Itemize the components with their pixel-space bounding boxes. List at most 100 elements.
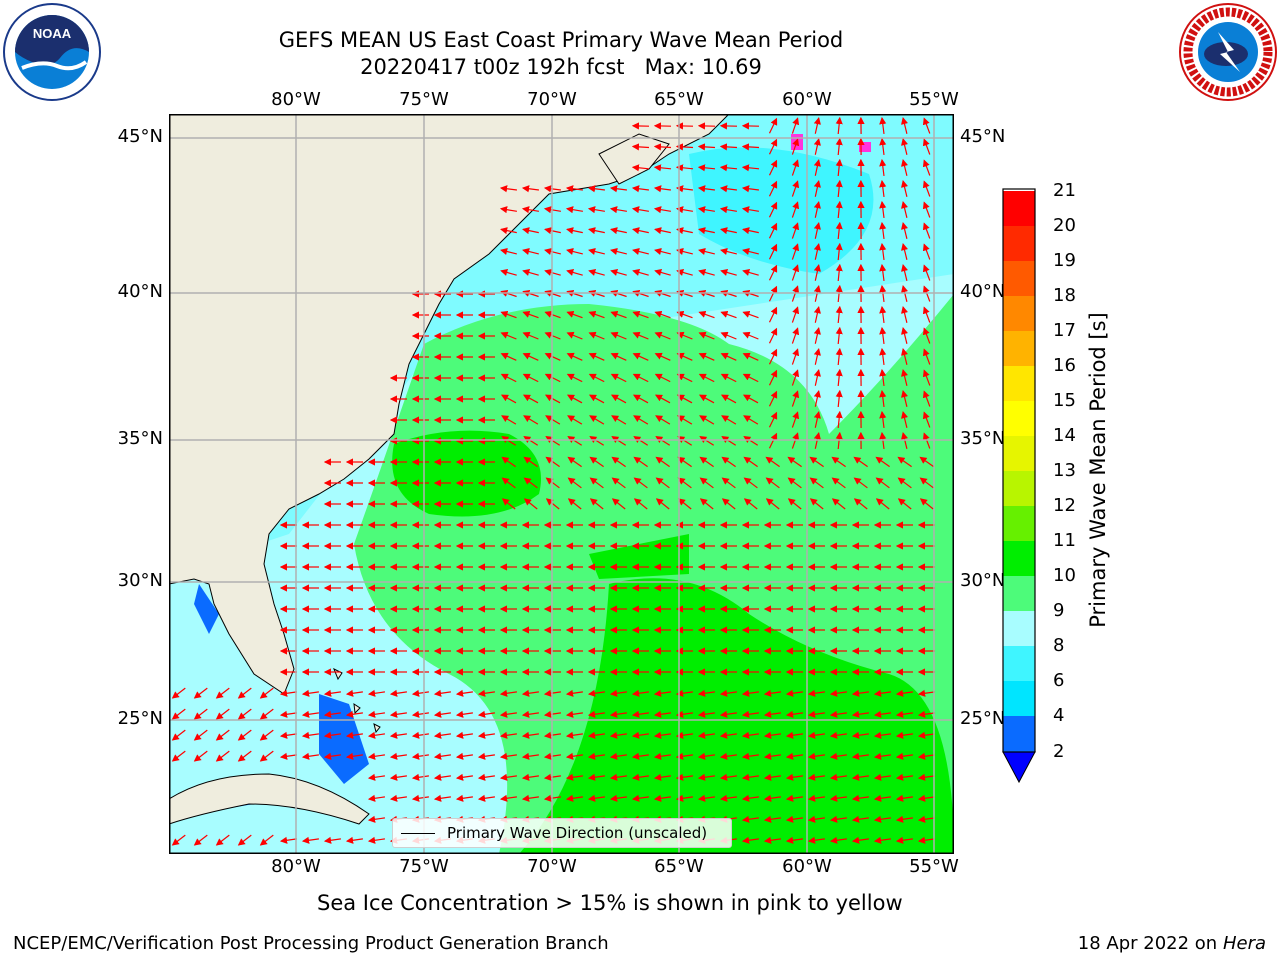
- colorbar-tick-label: 9: [1053, 600, 1065, 621]
- wave-arrow: [677, 415, 693, 425]
- wave-arrow: [588, 227, 605, 235]
- wave-arrow: [813, 243, 821, 260]
- wave-arrow: [522, 394, 539, 404]
- wave-arrow: [901, 411, 909, 428]
- wave-arrow: [477, 731, 495, 739]
- colorbar-segment: [1003, 471, 1035, 506]
- wave-arrow: [389, 794, 407, 802]
- wave-arrow: [835, 263, 843, 282]
- wave-arrow: [785, 752, 803, 760]
- wave-arrow: [499, 752, 517, 760]
- wave-arrow: [389, 773, 407, 781]
- colorbar-segment: [1003, 541, 1035, 576]
- wave-arrow: [879, 326, 887, 344]
- wave-arrow: [897, 456, 912, 468]
- colorbar-tick-label: 8: [1053, 635, 1065, 656]
- wave-arrow: [831, 498, 846, 510]
- wave-arrow: [433, 773, 451, 781]
- wave-arrow: [742, 394, 759, 404]
- wave-arrow: [499, 185, 517, 193]
- wave-arrow: [835, 116, 843, 135]
- wave-arrow: [785, 710, 803, 718]
- lon-label-bottom-70w: 70°W: [527, 856, 577, 877]
- wave-arrow: [411, 752, 429, 760]
- wave-arrow: [813, 327, 821, 344]
- wave-arrow: [813, 117, 821, 134]
- wave-arrow: [477, 689, 495, 697]
- wave-arrow: [791, 138, 800, 155]
- wave-arrow: [698, 394, 715, 404]
- wave-arrow: [587, 752, 605, 760]
- wave-arrow: [922, 222, 931, 239]
- colorbar-tick-label: 12: [1053, 495, 1076, 516]
- wave-arrow: [610, 227, 627, 235]
- colorbar-tick-label: 21: [1053, 180, 1076, 201]
- wave-arrow: [741, 794, 759, 802]
- wave-arrow: [193, 729, 208, 741]
- wave-arrow: [193, 834, 208, 846]
- wave-arrow: [697, 185, 715, 193]
- wave-arrow: [919, 477, 934, 489]
- wave-arrow: [523, 415, 539, 425]
- wave-arrow: [631, 731, 649, 739]
- wave-arrow: [566, 268, 583, 276]
- wave-arrow: [741, 815, 759, 823]
- wave-arrow: [501, 436, 517, 446]
- colorbar-segment: [1003, 611, 1035, 646]
- wave-arrow: [677, 498, 692, 510]
- wave-arrow: [523, 436, 539, 446]
- wave-arrow: [455, 794, 473, 802]
- wave-arrow: [631, 143, 650, 151]
- wave-arrow: [698, 310, 715, 319]
- colorbar-tick-label: 17: [1053, 320, 1076, 341]
- wave-arrow: [411, 773, 429, 781]
- wave-arrow: [259, 687, 274, 699]
- wave-arrow: [719, 185, 737, 193]
- lon-label-top-55w: 55°W: [909, 89, 959, 110]
- wave-arrow: [829, 689, 847, 697]
- wave-arrow: [851, 689, 869, 697]
- wave-arrow: [791, 306, 800, 323]
- legend-line-swatch: [401, 832, 435, 834]
- wave-arrow: [879, 158, 887, 176]
- colorbar-tick-label: 16: [1053, 355, 1076, 376]
- wave-arrow: [631, 164, 650, 172]
- wave-arrow: [345, 731, 363, 739]
- colorbar-segment: [1003, 261, 1035, 296]
- wave-arrow: [873, 710, 891, 718]
- wave-arrow: [742, 331, 759, 340]
- wave-arrow: [609, 185, 627, 193]
- wave-arrow: [879, 368, 887, 386]
- wave-arrow: [922, 117, 931, 134]
- wave-arrow: [813, 264, 821, 281]
- lat-label-left-40n: 40°N: [117, 281, 163, 302]
- wave-arrow: [565, 206, 583, 214]
- wave-arrow: [765, 456, 780, 468]
- wave-arrow: [676, 310, 693, 319]
- wave-arrow: [835, 305, 843, 324]
- wave-arrow: [831, 477, 846, 489]
- wave-arrow: [853, 498, 868, 510]
- wave-arrow: [653, 143, 672, 151]
- wave-arrow: [301, 752, 319, 760]
- wave-arrow: [791, 327, 800, 344]
- wave-arrow: [813, 201, 821, 218]
- wave-arrow: [565, 752, 583, 760]
- wave-arrow: [609, 710, 627, 718]
- wave-arrow: [875, 456, 890, 468]
- wave-arrow: [523, 498, 538, 510]
- wave-arrow: [807, 773, 825, 781]
- wave-arrow: [901, 138, 909, 155]
- wave-arrow: [922, 201, 931, 218]
- wave-arrow: [813, 369, 821, 386]
- wave-arrow: [521, 206, 539, 214]
- wave-arrow: [677, 477, 692, 489]
- wave-arrow: [875, 498, 890, 510]
- wave-arrow: [879, 410, 887, 428]
- ocean-6-8s-north: [689, 147, 874, 274]
- wave-arrow: [787, 456, 802, 468]
- wave-arrow: [720, 394, 737, 404]
- colorbar-label: Primary Wave Mean Period [s]: [1086, 312, 1110, 628]
- wave-arrow: [171, 708, 186, 720]
- wave-arrow: [389, 710, 407, 718]
